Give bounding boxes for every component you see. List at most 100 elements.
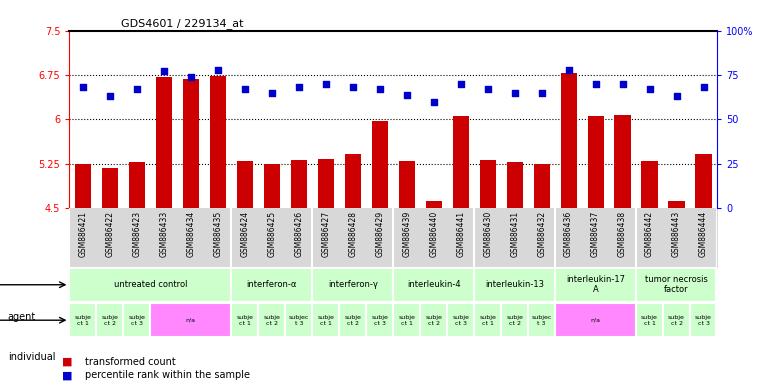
Bar <box>156 77 172 208</box>
Text: individual: individual <box>8 352 56 362</box>
Bar <box>102 168 118 208</box>
Text: subje
ct 2: subje ct 2 <box>102 315 118 326</box>
Point <box>455 81 467 87</box>
Point <box>509 90 521 96</box>
Point <box>131 86 143 92</box>
Text: interferon-γ: interferon-γ <box>328 280 378 289</box>
Bar <box>588 116 604 208</box>
Text: n/a: n/a <box>591 318 601 323</box>
Point <box>293 84 305 91</box>
FancyBboxPatch shape <box>366 303 392 337</box>
Text: subje
ct 1: subje ct 1 <box>480 315 496 326</box>
FancyBboxPatch shape <box>474 303 500 337</box>
Point <box>265 90 278 96</box>
Text: subje
ct 2: subje ct 2 <box>507 315 523 326</box>
Text: subje
ct 2: subje ct 2 <box>264 315 280 326</box>
FancyBboxPatch shape <box>312 268 392 302</box>
FancyBboxPatch shape <box>258 303 284 337</box>
Text: GSM886444: GSM886444 <box>699 211 708 257</box>
Bar <box>453 116 469 208</box>
Text: n/a: n/a <box>186 318 196 323</box>
Text: GSM886439: GSM886439 <box>402 211 411 257</box>
Bar <box>507 162 523 208</box>
Point <box>77 84 89 91</box>
Text: subje
ct 1: subje ct 1 <box>237 315 253 326</box>
FancyBboxPatch shape <box>69 303 96 337</box>
Text: GSM886428: GSM886428 <box>348 211 357 257</box>
Bar <box>480 159 496 208</box>
Text: subje
ct 3: subje ct 3 <box>453 315 469 326</box>
Point <box>347 84 359 91</box>
Point <box>671 93 683 99</box>
Bar <box>237 161 253 208</box>
Text: percentile rank within the sample: percentile rank within the sample <box>85 370 250 380</box>
Point <box>401 91 413 98</box>
Text: GSM886427: GSM886427 <box>322 211 330 257</box>
Text: GSM886425: GSM886425 <box>268 211 276 257</box>
Text: GSM886430: GSM886430 <box>483 211 492 257</box>
Bar <box>129 162 145 208</box>
Point <box>535 90 547 96</box>
Point <box>481 86 494 92</box>
FancyBboxPatch shape <box>312 303 338 337</box>
FancyBboxPatch shape <box>636 303 662 337</box>
Point <box>698 84 710 91</box>
Text: GSM886442: GSM886442 <box>645 211 654 257</box>
FancyBboxPatch shape <box>285 303 311 337</box>
Text: subje
ct 2: subje ct 2 <box>668 315 685 326</box>
FancyBboxPatch shape <box>690 303 716 337</box>
Text: transformed count: transformed count <box>85 357 176 367</box>
Bar <box>399 161 415 208</box>
Text: subje
ct 3: subje ct 3 <box>695 315 712 326</box>
Bar <box>641 161 658 208</box>
Text: ■: ■ <box>62 370 72 380</box>
Point <box>373 86 386 92</box>
Text: subjec
t 3: subjec t 3 <box>288 315 309 326</box>
Bar <box>426 201 442 208</box>
Text: interleukin-17
A: interleukin-17 A <box>566 275 625 295</box>
Text: GSM886426: GSM886426 <box>295 211 303 257</box>
Bar <box>183 79 199 208</box>
Text: untreated control: untreated control <box>113 280 187 289</box>
Bar <box>75 164 91 208</box>
Text: GSM886436: GSM886436 <box>564 211 573 257</box>
Text: GSM886432: GSM886432 <box>537 211 546 257</box>
Point <box>103 93 116 99</box>
Point <box>563 67 575 73</box>
Text: subje
ct 1: subje ct 1 <box>399 315 415 326</box>
Text: interleukin-4: interleukin-4 <box>407 280 460 289</box>
FancyBboxPatch shape <box>555 303 635 337</box>
Point <box>427 99 439 105</box>
Bar <box>210 76 226 208</box>
Text: GDS4601 / 229134_at: GDS4601 / 229134_at <box>121 18 244 30</box>
Point <box>185 74 197 80</box>
Point <box>320 81 332 87</box>
Bar <box>534 164 550 208</box>
FancyBboxPatch shape <box>555 268 635 302</box>
Text: subje
ct 3: subje ct 3 <box>129 315 145 326</box>
FancyBboxPatch shape <box>447 303 473 337</box>
Text: GSM886435: GSM886435 <box>214 211 222 257</box>
Point <box>644 86 656 92</box>
Bar <box>561 73 577 208</box>
Text: GSM886441: GSM886441 <box>456 211 465 257</box>
Bar <box>372 121 388 208</box>
Text: GSM886443: GSM886443 <box>672 211 681 257</box>
Text: subje
ct 1: subje ct 1 <box>318 315 334 326</box>
FancyBboxPatch shape <box>150 303 231 337</box>
FancyBboxPatch shape <box>339 303 365 337</box>
FancyBboxPatch shape <box>528 303 554 337</box>
Text: agent: agent <box>8 312 36 322</box>
Text: GSM886422: GSM886422 <box>106 211 114 257</box>
FancyBboxPatch shape <box>474 268 554 302</box>
Text: GSM886438: GSM886438 <box>618 211 627 257</box>
Text: subje
ct 2: subje ct 2 <box>426 315 442 326</box>
Text: subje
ct 1: subje ct 1 <box>75 315 91 326</box>
FancyBboxPatch shape <box>393 268 473 302</box>
Bar <box>264 164 280 208</box>
Text: GSM886423: GSM886423 <box>133 211 141 257</box>
Text: subje
ct 2: subje ct 2 <box>345 315 361 326</box>
FancyBboxPatch shape <box>420 303 446 337</box>
Bar <box>695 154 712 208</box>
Text: GSM886434: GSM886434 <box>187 211 195 257</box>
